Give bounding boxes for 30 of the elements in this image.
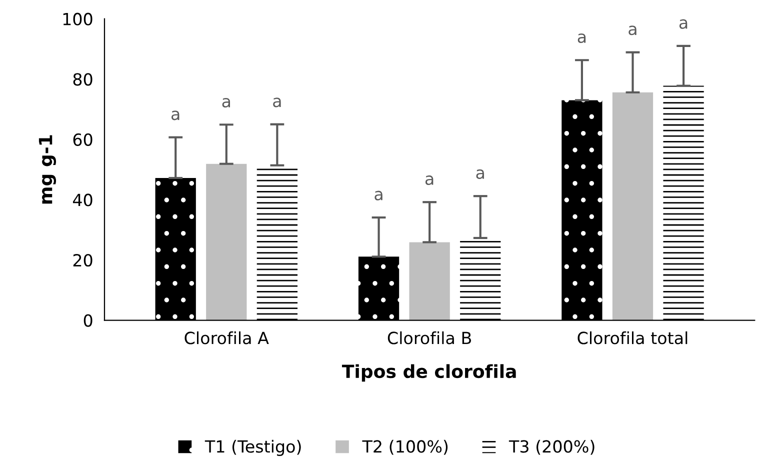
- annotation: a: [222, 98, 230, 108]
- x-axis-title: Tipos de clorofila: [342, 364, 516, 382]
- annotation: a: [476, 169, 484, 179]
- y-tick-label: 100: [63, 12, 92, 26]
- y-tick-label: 80: [73, 73, 92, 86]
- x-tick-label: Clorofila A: [184, 331, 269, 344]
- x-tick-label: Clorofila total: [578, 331, 688, 344]
- annotation: a: [171, 110, 180, 120]
- legend-label: T3 (200%): [508, 440, 594, 455]
- y-tick-label: 20: [73, 254, 92, 267]
- annotation: a: [628, 26, 636, 36]
- annotation: a: [425, 175, 434, 185]
- y-tick-label: 60: [73, 133, 92, 146]
- y-tick-label: 40: [72, 194, 92, 206]
- legend-label: T2 (100%): [362, 440, 448, 455]
- annotation: a: [578, 33, 586, 44]
- x-tick-label: Clorofila B: [388, 331, 471, 344]
- y-tick-label: 0: [84, 314, 92, 327]
- bar: [206, 164, 247, 320]
- bar: [612, 92, 654, 320]
- legend-label: T1 (Testigo): [204, 440, 301, 456]
- bar: [562, 100, 602, 320]
- annotation: a: [679, 19, 688, 29]
- bar: [409, 242, 450, 320]
- annotation: a: [273, 98, 281, 108]
- y-axis-title: mg g-1: [38, 135, 56, 204]
- annotation: a: [374, 190, 382, 200]
- bar: [358, 256, 400, 320]
- bar: [663, 86, 704, 320]
- bar: [155, 178, 196, 320]
